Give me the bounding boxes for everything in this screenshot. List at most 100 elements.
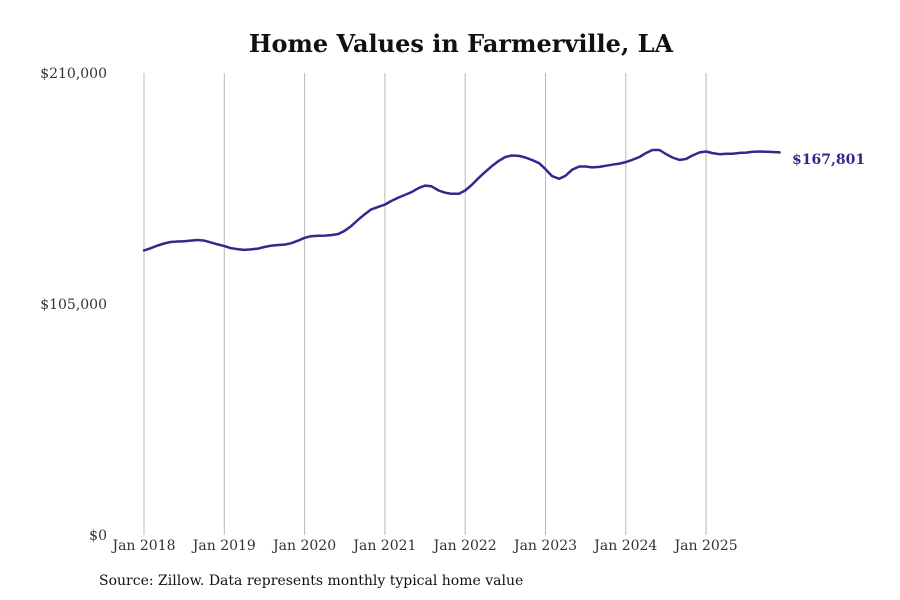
series-line (142, 148, 781, 252)
data-point (303, 237, 305, 239)
data-point (491, 165, 493, 167)
data-point (524, 156, 526, 158)
data-point (424, 184, 426, 186)
data-point (558, 178, 560, 180)
data-point (183, 240, 185, 242)
source-note: Source: Zillow. Data represents monthly … (99, 573, 524, 589)
data-point (297, 239, 299, 241)
data-point (605, 165, 607, 167)
chart-title: Home Values in Farmerville, LA (249, 29, 674, 58)
data-point (478, 177, 480, 179)
data-point (498, 160, 500, 162)
data-point (330, 234, 332, 236)
data-point (538, 162, 540, 164)
data-point (263, 246, 265, 248)
data-point (250, 248, 252, 250)
data-point (370, 208, 372, 210)
data-point (143, 249, 145, 251)
data-point (450, 193, 452, 195)
data-point (189, 239, 191, 241)
data-point (384, 203, 386, 205)
data-point (157, 244, 159, 246)
data-point (277, 244, 279, 246)
data-point (759, 150, 761, 152)
data-point (544, 168, 546, 170)
gridlines (143, 73, 707, 535)
data-point (290, 242, 292, 244)
data-point (765, 151, 767, 153)
data-point (430, 185, 432, 187)
x-tick-label: Jan 2018 (110, 538, 175, 554)
series-layer: $167,801 (142, 148, 865, 252)
data-point (337, 233, 339, 235)
data-point (598, 166, 600, 168)
data-point (470, 184, 472, 186)
data-point (531, 159, 533, 161)
data-point (310, 235, 312, 237)
data-point (484, 171, 486, 173)
y-tick-label: $210,000 (40, 66, 107, 82)
data-point (631, 159, 633, 161)
data-point (731, 153, 733, 155)
data-point (283, 243, 285, 245)
data-point (564, 175, 566, 177)
data-point (618, 162, 620, 164)
data-point (739, 152, 741, 154)
data-point (578, 165, 580, 167)
data-point (203, 239, 205, 241)
data-point (591, 166, 593, 168)
data-point (651, 149, 653, 151)
x-tick-label: Jan 2025 (673, 538, 738, 554)
data-point (438, 189, 440, 191)
data-point (458, 193, 460, 195)
data-point (417, 187, 419, 189)
data-point (197, 239, 199, 241)
data-point (390, 200, 392, 202)
data-point (752, 151, 754, 153)
data-point (779, 151, 781, 153)
data-point (357, 218, 359, 220)
data-point (257, 247, 259, 249)
data-point (671, 156, 673, 158)
data-point (317, 235, 319, 237)
data-point (711, 152, 713, 154)
data-point (230, 247, 232, 249)
data-point (344, 230, 346, 232)
data-point (699, 151, 701, 153)
data-point (719, 153, 721, 155)
y-tick-label: $0 (89, 528, 107, 544)
data-point (243, 249, 245, 251)
x-tick-label: Jan 2019 (191, 538, 256, 554)
data-point (350, 225, 352, 227)
data-point (237, 248, 239, 250)
data-point (223, 245, 225, 247)
x-tick-label: Jan 2020 (271, 538, 336, 554)
data-point (169, 241, 171, 243)
data-point (404, 194, 406, 196)
x-tick-label: Jan 2022 (432, 538, 497, 554)
data-point (504, 156, 506, 158)
data-point (665, 153, 667, 155)
data-point (551, 175, 553, 177)
data-point (177, 240, 179, 242)
data-point (444, 192, 446, 194)
data-point (571, 169, 573, 171)
data-point (645, 152, 647, 154)
data-point (745, 151, 747, 153)
data-point (658, 149, 660, 151)
data-point (725, 153, 727, 155)
data-point (163, 242, 165, 244)
data-point (397, 196, 399, 198)
x-tick-label: Jan 2021 (351, 538, 416, 554)
data-point (270, 245, 272, 247)
data-point (511, 154, 513, 156)
data-point (410, 191, 412, 193)
data-point (691, 154, 693, 156)
data-point (611, 164, 613, 166)
data-point (584, 165, 586, 167)
end-value-label: $167,801 (792, 152, 865, 168)
x-tick-label: Jan 2024 (592, 538, 657, 554)
data-point (638, 156, 640, 158)
data-point (149, 247, 151, 249)
data-point (678, 159, 680, 161)
